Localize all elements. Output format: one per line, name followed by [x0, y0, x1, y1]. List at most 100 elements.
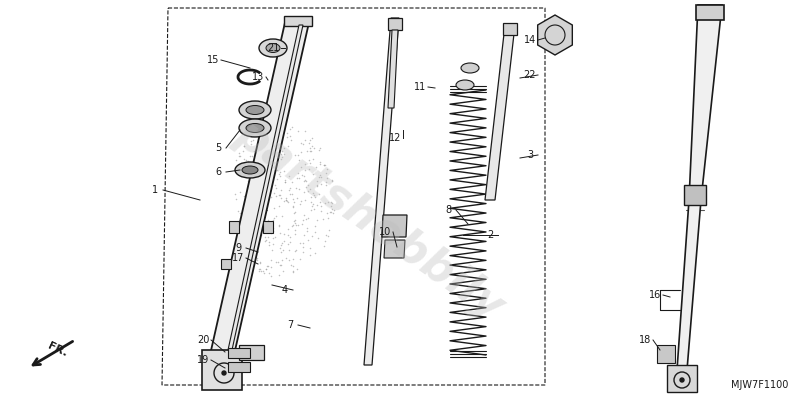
Point: [306, 135, 319, 141]
Point: [273, 192, 286, 198]
Point: [303, 140, 316, 146]
Point: [246, 235, 258, 242]
Point: [244, 153, 257, 160]
Point: [242, 191, 254, 198]
Polygon shape: [388, 18, 402, 30]
Point: [266, 241, 279, 247]
Point: [276, 153, 289, 160]
Point: [273, 261, 286, 268]
Point: [295, 164, 308, 170]
Point: [291, 221, 304, 228]
Point: [318, 237, 331, 244]
Point: [300, 228, 313, 235]
Point: [326, 177, 338, 183]
Point: [250, 146, 263, 152]
Point: [302, 237, 314, 243]
Point: [250, 128, 262, 134]
Point: [242, 202, 254, 208]
Point: [274, 144, 286, 150]
Point: [307, 201, 320, 207]
Point: [234, 238, 247, 245]
Point: [273, 223, 286, 229]
Point: [283, 247, 296, 253]
Point: [246, 174, 258, 181]
Point: [279, 194, 292, 201]
Point: [274, 229, 286, 236]
Point: [304, 137, 317, 144]
Point: [274, 245, 286, 251]
Point: [258, 125, 271, 131]
Point: [232, 207, 245, 214]
Polygon shape: [657, 345, 675, 363]
Point: [318, 162, 331, 168]
Text: 9: 9: [235, 243, 241, 253]
Point: [248, 175, 261, 181]
Point: [306, 190, 319, 196]
Point: [264, 180, 277, 187]
Polygon shape: [689, 5, 722, 200]
Text: 15: 15: [207, 55, 219, 65]
Point: [282, 226, 295, 233]
Point: [250, 257, 263, 264]
Point: [309, 229, 322, 235]
Point: [324, 199, 337, 205]
Point: [274, 186, 287, 193]
Text: 5: 5: [215, 143, 221, 153]
Point: [321, 166, 334, 172]
Point: [253, 267, 266, 274]
Polygon shape: [210, 18, 310, 355]
Polygon shape: [239, 345, 264, 360]
Polygon shape: [384, 240, 405, 258]
Point: [298, 197, 311, 203]
Point: [264, 273, 277, 279]
Circle shape: [680, 378, 684, 382]
Point: [256, 161, 269, 168]
Point: [294, 240, 306, 246]
Point: [289, 209, 302, 215]
Point: [264, 139, 277, 145]
Point: [314, 203, 327, 209]
Point: [282, 241, 294, 247]
Point: [279, 255, 292, 261]
Point: [238, 142, 250, 149]
Point: [262, 225, 274, 231]
Point: [292, 170, 305, 177]
Point: [240, 241, 253, 248]
Point: [286, 191, 298, 197]
Point: [264, 194, 277, 200]
Point: [238, 249, 251, 255]
Text: 18: 18: [639, 335, 651, 345]
Point: [325, 209, 338, 215]
Point: [304, 145, 317, 151]
Point: [298, 160, 311, 167]
Point: [291, 175, 304, 181]
Point: [268, 233, 281, 240]
Ellipse shape: [461, 63, 479, 73]
Text: 22: 22: [524, 70, 536, 80]
Point: [258, 169, 271, 175]
Point: [254, 259, 266, 265]
Point: [308, 206, 321, 213]
Point: [282, 172, 295, 179]
Point: [295, 220, 308, 227]
Point: [254, 266, 266, 273]
Point: [262, 217, 274, 223]
Point: [290, 247, 302, 253]
Point: [229, 191, 242, 197]
Point: [249, 248, 262, 255]
Point: [291, 266, 304, 273]
Point: [300, 178, 313, 184]
Point: [274, 120, 287, 127]
Point: [314, 207, 327, 214]
Point: [286, 223, 298, 229]
Point: [260, 266, 273, 272]
Point: [286, 222, 299, 228]
Circle shape: [222, 371, 226, 375]
Point: [258, 164, 271, 170]
Point: [273, 171, 286, 178]
Point: [303, 245, 316, 251]
Point: [250, 235, 263, 241]
Point: [302, 215, 314, 221]
Point: [264, 171, 277, 177]
Point: [230, 196, 242, 202]
